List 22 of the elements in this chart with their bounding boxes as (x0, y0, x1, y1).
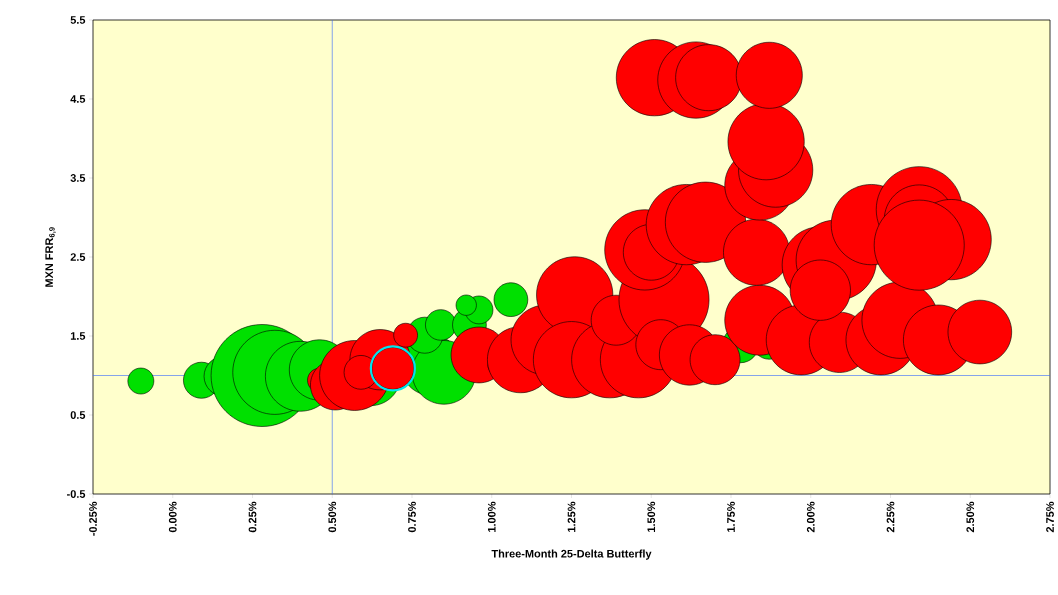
y-tick-label: 1.5 (70, 332, 86, 340)
x-tick-label: -0.25% (89, 501, 97, 536)
x-tick-label: 0.25% (248, 501, 257, 533)
x-tick-label: 2.25% (886, 501, 895, 533)
x-tick-label: 1.50% (647, 501, 656, 532)
x-tick-label: 1.25% (567, 501, 576, 532)
x-tick-label: 2.00% (806, 501, 815, 533)
x-tick-label: 0.00% (168, 501, 177, 533)
y-tick-label: 4.5 (70, 95, 86, 103)
x-tick-label: 1.00% (487, 501, 496, 532)
x-tick-label: 2.75% (1046, 501, 1054, 533)
x-axis-title: Three-Month 25-Delta Butterfly (491, 549, 652, 560)
x-tick-label: 0.50% (328, 501, 337, 533)
y-tick-label: 2.5 (70, 253, 86, 261)
y-tick-label: -0.5 (67, 490, 86, 498)
y-axis-title: MXN FRR$_{6,9}$ (45, 227, 56, 287)
x-tick-label: 0.75% (408, 501, 416, 533)
y-tick-label: 5.5 (70, 16, 86, 24)
x-tick-label: 1.75% (727, 501, 735, 532)
y-tick-label: 0.5 (70, 411, 86, 419)
y-tick-label: 3.5 (70, 174, 86, 182)
x-tick-label: 2.50% (966, 501, 975, 533)
